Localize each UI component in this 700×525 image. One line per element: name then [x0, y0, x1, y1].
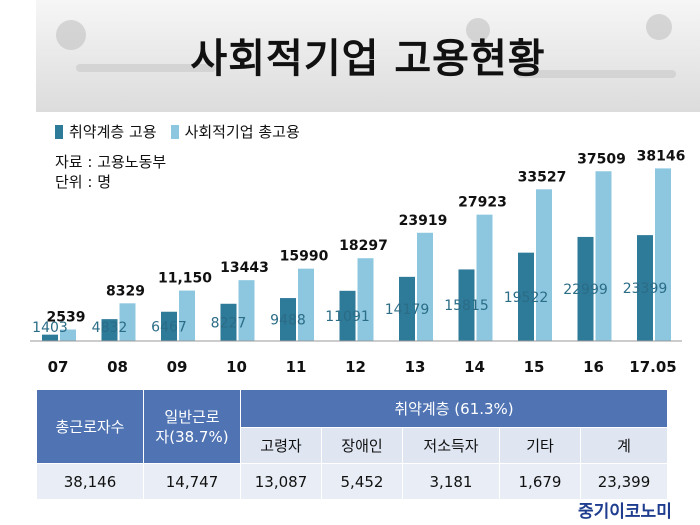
data-label-total: 13443: [220, 260, 269, 276]
source-note: 자료 : 고용노동부 단위 : 명: [55, 152, 166, 192]
cell-total: 38,146: [36, 463, 144, 500]
x-tick-label: 17.05: [629, 358, 676, 376]
data-label-total: 27923: [458, 195, 507, 211]
header-general-line1: 일반근로: [164, 407, 220, 426]
header-general: 일반근로 자(38.7%): [143, 389, 241, 464]
bar-total: [595, 171, 612, 341]
publisher-logo: 중기이코노미: [578, 502, 672, 522]
data-label-vulnerable: 8227: [211, 315, 247, 331]
x-tick-label: 11: [286, 358, 307, 376]
legend-swatch-light: [170, 124, 179, 139]
bar-vulnerable: [280, 298, 296, 341]
subheader-disabled: 장애인: [321, 427, 403, 464]
bar-group: [42, 168, 671, 341]
bar-vulnerable: [637, 235, 653, 341]
header-general-line2: 자(38.7%): [155, 427, 229, 446]
bar-vulnerable: [577, 236, 594, 341]
banner-chain: [76, 64, 216, 72]
unit-line: 단위 : 명: [55, 173, 111, 191]
data-label-vulnerable: 4832: [92, 320, 128, 336]
subheader-other: 기타: [499, 427, 581, 464]
bar-vulnerable: [399, 276, 415, 341]
page-title: 사회적기업 고용현황: [190, 36, 546, 82]
data-label-vulnerable: 11091: [325, 309, 370, 325]
cell-other: 1,679: [499, 463, 581, 500]
source-line: 자료 : 고용노동부: [55, 153, 167, 171]
data-label-total: 2539: [47, 310, 86, 326]
x-tick-label: 08: [107, 358, 128, 376]
bar-total: [655, 168, 671, 341]
cell-disabled: 5,452: [321, 463, 403, 500]
header-total: 총근로자수: [36, 389, 144, 464]
bar-total: [536, 189, 552, 341]
bar-vulnerable: [339, 290, 356, 341]
banner-figure: [646, 14, 672, 40]
data-label-total: 18297: [339, 238, 388, 254]
bar-vulnerable: [101, 319, 118, 341]
data-label-total: 8329: [106, 283, 145, 299]
bar-vulnerable: [161, 311, 177, 341]
data-label-vulnerable: 22999: [563, 282, 608, 298]
legend-item-dark: 취약계층 고용: [55, 121, 157, 142]
bar-total: [60, 329, 76, 341]
cell-general: 14,747: [143, 463, 241, 500]
subheader-elderly: 고령자: [240, 427, 322, 464]
data-label-total: 38146: [637, 148, 686, 164]
bar-total: [298, 268, 314, 341]
header-vulnerable: 취약계층 (61.3%): [240, 389, 668, 428]
bar-total: [417, 232, 433, 341]
x-tick-label: 13: [405, 358, 426, 376]
data-label-vulnerable: 15815: [444, 298, 489, 314]
legend-label-dark: 취약계층 고용: [69, 123, 157, 141]
bar-total: [357, 258, 374, 341]
legend-item-light: 사회적기업 총고용: [170, 121, 300, 142]
data-label-total: 37509: [577, 151, 626, 167]
data-label-total: 23919: [399, 213, 448, 229]
bar-vulnerable: [458, 269, 475, 341]
subheader-sum: 계: [580, 427, 668, 464]
x-tick-label: 12: [345, 358, 366, 376]
x-tick-label: 09: [167, 358, 188, 376]
bar-vulnerable: [42, 334, 58, 341]
cell-low-income: 3,181: [402, 463, 500, 500]
bar-total: [179, 290, 195, 341]
x-tick-label: 14: [464, 358, 485, 376]
data-label-total: 15990: [280, 249, 329, 265]
header-banner: 사회적기업 고용현황: [36, 0, 700, 112]
banner-figure: [56, 20, 86, 50]
data-label-total: 33527: [518, 169, 567, 185]
employment-table: 총근로자수 일반근로 자(38.7%) 취약계층 (61.3%) 고령자 장애인…: [36, 389, 668, 500]
data-label-total: 11,150: [158, 271, 212, 287]
data-label-vulnerable: 6467: [151, 319, 187, 335]
legend-label-light: 사회적기업 총고용: [184, 123, 300, 141]
x-tick-label: 16: [583, 358, 604, 376]
bar-total: [119, 303, 136, 341]
legend-swatch-dark: [55, 124, 63, 139]
x-tick-label: 07: [48, 358, 69, 376]
bar-total: [476, 214, 493, 341]
subheader-low-income: 저소득자: [402, 427, 500, 464]
data-label-vulnerable: 23399: [623, 281, 668, 297]
data-label-vulnerable: 9488: [270, 313, 306, 329]
cell-elderly: 13,087: [240, 463, 322, 500]
bar-vulnerable: [518, 252, 534, 341]
data-label-vulnerable: 14179: [385, 302, 430, 318]
banner-figure: [466, 18, 490, 42]
cell-sum: 23,399: [580, 463, 668, 500]
x-tick-label: 15: [524, 358, 545, 376]
bar-total: [238, 280, 255, 341]
bar-vulnerable: [220, 303, 237, 341]
data-label-vulnerable: 19522: [504, 290, 549, 306]
x-tick-label: 10: [226, 358, 247, 376]
banner-chain: [516, 70, 676, 78]
data-label-vulnerable: 1403: [32, 320, 68, 336]
chart-legend: 취약계층 고용 사회적기업 총고용: [55, 121, 300, 142]
